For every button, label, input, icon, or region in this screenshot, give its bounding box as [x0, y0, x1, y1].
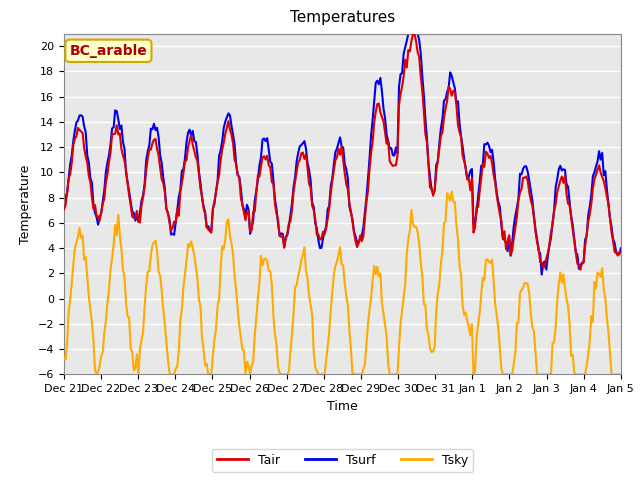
Y-axis label: Temperature: Temperature [19, 164, 32, 244]
Legend: Tair, Tsurf, Tsky: Tair, Tsurf, Tsky [212, 449, 473, 472]
Text: BC_arable: BC_arable [70, 44, 147, 58]
X-axis label: Time: Time [327, 400, 358, 413]
Title: Temperatures: Temperatures [290, 11, 395, 25]
